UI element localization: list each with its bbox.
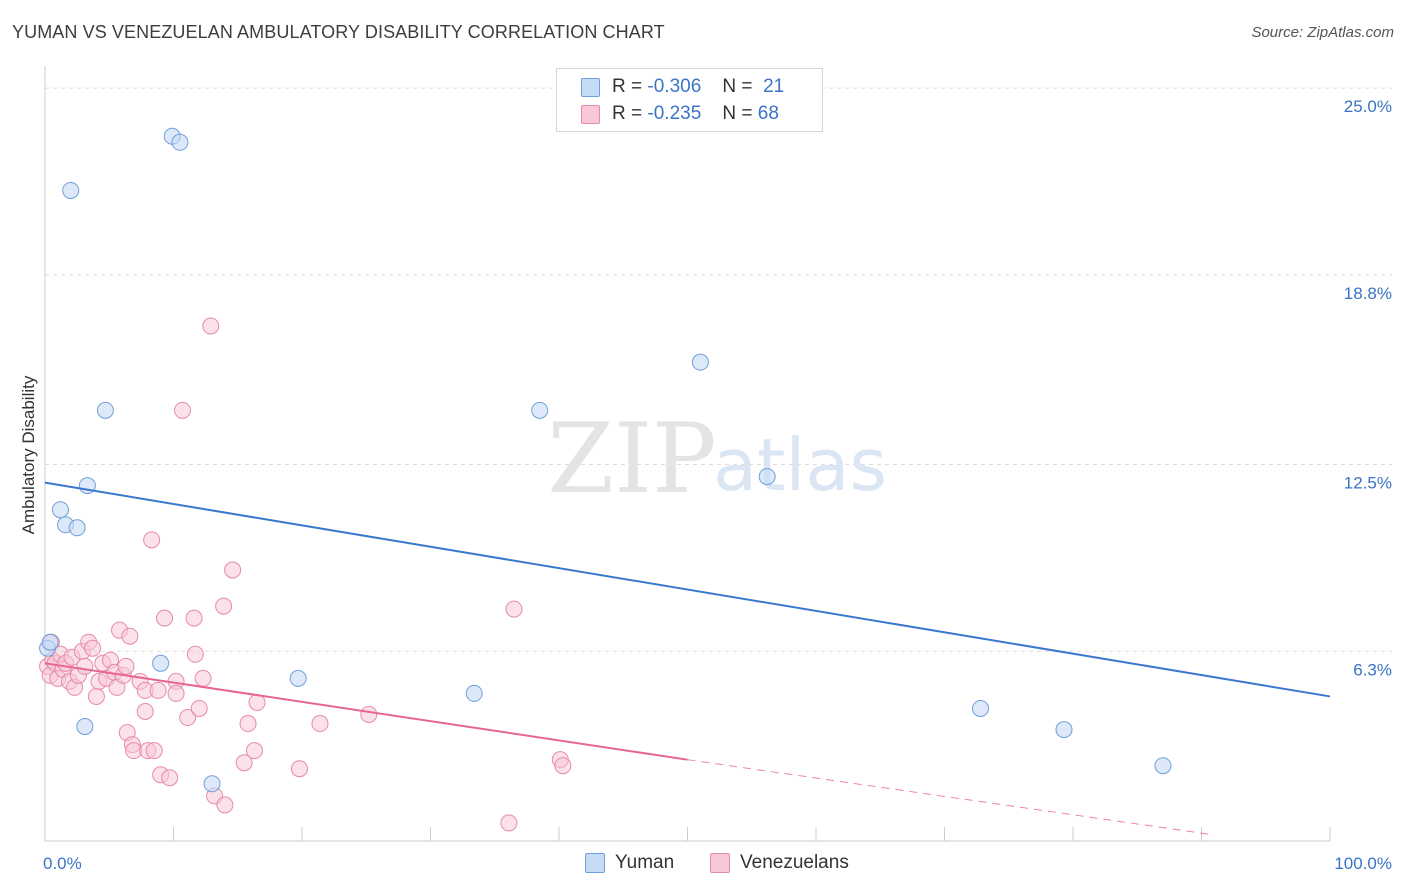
- venezuelans-point: [179, 709, 197, 727]
- yuman-point: [96, 401, 114, 419]
- y-tick-label: 12.5%: [1344, 474, 1392, 493]
- venezuelans-point: [235, 754, 253, 772]
- watermark-zip: ZIP: [547, 403, 716, 515]
- yuman-point: [1154, 757, 1172, 775]
- legend-item-venezuelans: Venezuelans: [710, 852, 849, 874]
- yuman-swatch: [581, 77, 600, 97]
- venezuelans-point: [186, 645, 204, 663]
- yuman-point: [203, 775, 221, 793]
- venezuelans-point: [87, 687, 105, 705]
- yuman-point: [68, 519, 86, 537]
- venezuelans-swatch: [581, 104, 600, 124]
- venezuelans-point: [554, 757, 572, 775]
- legend-item-yuman: Yuman: [585, 852, 674, 874]
- tick-labels: 6.3% 12.5% 18.8% 25.0% 0.0% 100.0%: [43, 97, 1392, 873]
- venezuelans-point: [125, 742, 143, 760]
- axes: [44, 66, 1331, 842]
- x-tick-label: 100.0%: [1334, 854, 1392, 873]
- venezuelans-point: [76, 657, 94, 675]
- source-label: Source: ZipAtlas.com: [1251, 24, 1394, 41]
- yuman-point: [152, 654, 170, 672]
- legend-r-label: R =: [612, 103, 643, 124]
- venezuelans-point: [245, 742, 263, 760]
- gridlines: [45, 87, 1392, 652]
- yuman-point: [62, 181, 80, 199]
- watermark-atlas: atlas: [713, 423, 887, 507]
- venezuelans-point: [84, 639, 102, 657]
- venezuelans-legend-swatch: [710, 853, 730, 873]
- venezuelans-point: [156, 609, 174, 627]
- yuman-point: [758, 468, 776, 486]
- legend-n-label: N =: [722, 76, 753, 97]
- venezuelans-point: [190, 699, 208, 717]
- legend-r-value: -0.235: [647, 103, 702, 124]
- yuman-point: [289, 669, 307, 687]
- yuman-trendline: [44, 481, 1331, 698]
- yuman-point: [51, 501, 69, 519]
- yuman-point: [41, 633, 59, 651]
- legend-n-value: 21: [763, 76, 785, 97]
- legend-r-label: R =: [612, 76, 643, 97]
- legend-n-label: N =: [722, 103, 753, 124]
- yuman-point: [465, 684, 483, 702]
- venezuelans-legend-label: Venezuelans: [740, 852, 849, 873]
- correlation-legend: R = -0.306 N = 21 R = -0.235 N = 68: [556, 68, 823, 132]
- venezuelans-point: [136, 702, 154, 720]
- trendlines: [44, 481, 1331, 836]
- yuman-point: [691, 353, 709, 371]
- x-tick-label: 0.0%: [43, 854, 82, 873]
- yuman-points: [39, 127, 1172, 793]
- legend-row-venezuelans: R = -0.235 N = 68: [581, 103, 779, 125]
- legend-row-yuman: R = -0.306 N = 21: [581, 76, 784, 98]
- y-tick-label: 18.8%: [1344, 284, 1392, 303]
- venezuelans-point: [161, 769, 179, 787]
- venezuelans-point: [215, 597, 233, 615]
- venezuelans-point: [216, 796, 234, 814]
- venezuelans-points: [39, 317, 572, 832]
- venezuelans-point: [149, 681, 167, 699]
- venezuelans-point: [290, 760, 308, 778]
- venezuelans-point: [224, 561, 242, 579]
- venezuelans-point: [500, 814, 518, 832]
- y-tick-label: 25.0%: [1344, 97, 1392, 116]
- venezuelans-point: [202, 317, 220, 335]
- y-axis-label: Ambulatory Disability: [19, 375, 38, 534]
- yuman-legend-swatch: [585, 853, 605, 873]
- venezuelans-point: [505, 600, 523, 618]
- legend-r-value: -0.306: [647, 76, 702, 97]
- venezuelans-point: [360, 706, 378, 724]
- legend-n-value: 68: [757, 103, 779, 124]
- yuman-legend-label: Yuman: [615, 852, 675, 873]
- y-tick-label: 6.3%: [1353, 660, 1392, 679]
- venezuelans-point: [143, 531, 161, 549]
- venezuelans-point: [194, 669, 212, 687]
- yuman-point: [531, 401, 549, 419]
- venezuelans-trendline-extension: [687, 759, 1215, 836]
- series-legend: Yuman Venezuelans: [0, 852, 1406, 878]
- venezuelans-point: [167, 684, 185, 702]
- venezuelans-point: [145, 742, 163, 760]
- yuman-point: [1055, 721, 1073, 739]
- chart-title: YUMAN VS VENEZUELAN AMBULATORY DISABILIT…: [12, 22, 665, 42]
- yuman-point: [971, 699, 989, 717]
- yuman-point: [171, 133, 189, 151]
- venezuelans-point: [311, 715, 329, 733]
- venezuelans-point: [117, 657, 135, 675]
- venezuelans-trendline: [44, 662, 688, 761]
- venezuelans-point: [121, 627, 139, 645]
- yuman-point: [76, 718, 94, 736]
- venezuelans-point: [173, 401, 191, 419]
- venezuelans-point: [185, 609, 203, 627]
- venezuelans-point: [239, 715, 257, 733]
